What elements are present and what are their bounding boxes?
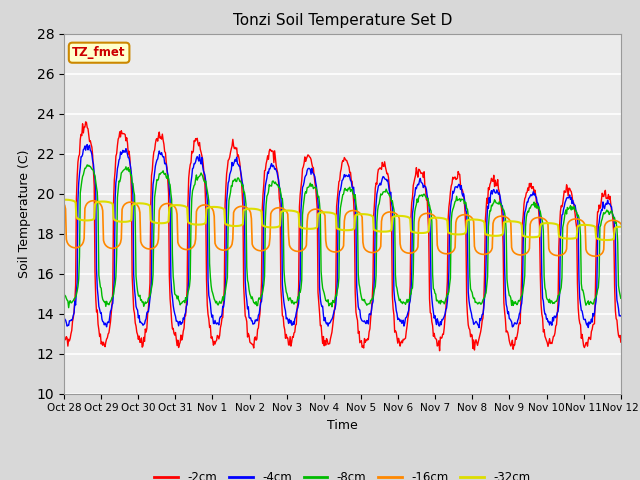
X-axis label: Time: Time xyxy=(327,419,358,432)
Title: Tonzi Soil Temperature Set D: Tonzi Soil Temperature Set D xyxy=(233,13,452,28)
Text: TZ_fmet: TZ_fmet xyxy=(72,46,126,59)
Y-axis label: Soil Temperature (C): Soil Temperature (C) xyxy=(18,149,31,278)
Legend: -2cm, -4cm, -8cm, -16cm, -32cm: -2cm, -4cm, -8cm, -16cm, -32cm xyxy=(150,466,535,480)
